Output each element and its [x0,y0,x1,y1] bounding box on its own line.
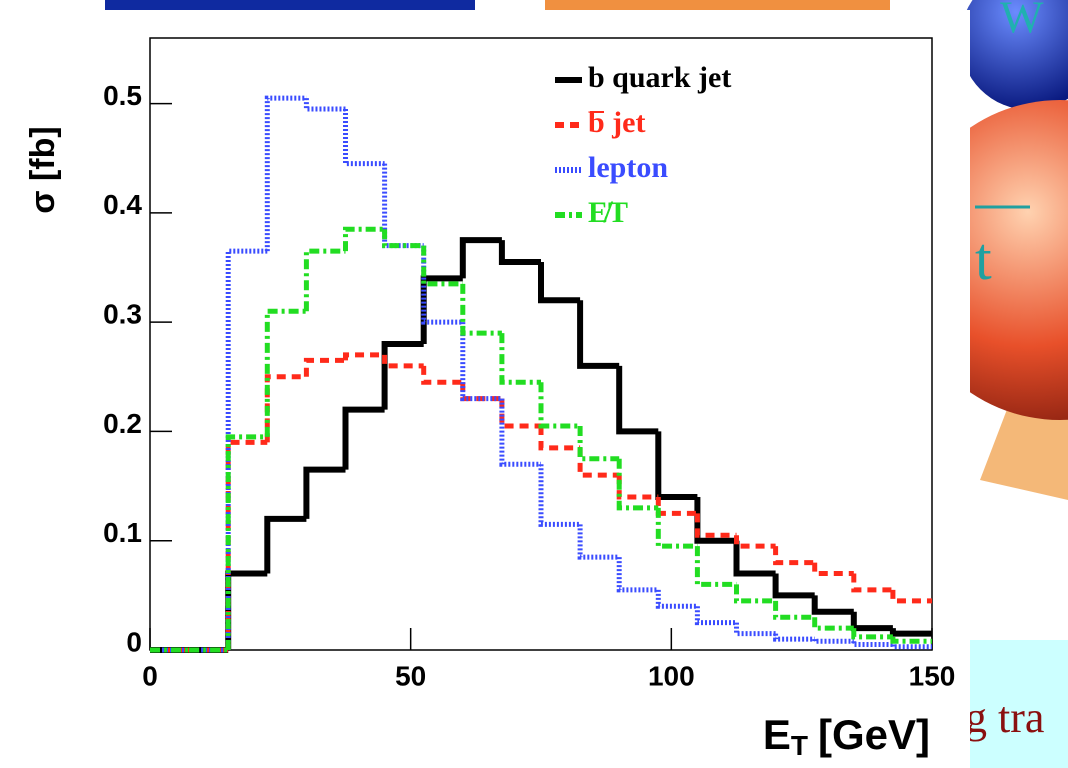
y-axis-label: σ [fb] [24,126,62,213]
histogram-step [889,628,932,637]
x-tick-label: 0 [142,660,158,691]
histogram-step [499,398,541,467]
histogram-step [303,248,346,312]
histogram-step [264,95,307,252]
histogram-step [382,229,424,249]
y-tick-label: 0.2 [103,408,142,439]
legend-label: b jet [588,106,645,139]
histogram-step [343,109,385,167]
y-tick-label: 0.1 [103,517,142,548]
histogram-step [616,365,659,435]
histogram-step [577,524,620,560]
histogram-step [499,333,541,385]
histogram-step [773,633,815,642]
histogram-step [772,573,815,599]
histogram-step [811,595,854,615]
histogram-step [264,515,307,574]
histogram-step [459,237,502,279]
histogram-step [303,98,346,112]
histogram-step [538,382,581,429]
histogram-step [264,308,307,437]
histogram-step [851,628,893,640]
histogram-step [421,245,463,287]
histogram-step [303,357,346,377]
orange-band [545,0,890,12]
histogram-step [616,557,659,593]
histogram-step [499,398,541,429]
histogram-step [342,406,385,470]
w-label: W [1000,0,1044,43]
histogram-step [225,439,268,650]
histogram-step [733,540,776,577]
y-tick-label: 0.5 [103,80,142,111]
histogram-step [343,352,385,361]
histogram-step [577,300,620,369]
y-tick-label: 0.3 [103,299,142,330]
histogram-step [343,226,385,252]
histogram-step [616,458,659,511]
plot-frame [149,37,933,651]
histogram-step [303,466,346,519]
x-tick-label: 100 [648,660,695,691]
x-tick-label: 50 [395,660,426,691]
histogram-step [734,584,776,604]
blue-sphere [960,0,1068,110]
histogram-step [577,447,620,478]
histogram-step [538,262,581,304]
histogram-step [812,562,854,576]
histogram-step [890,644,932,650]
x-label-main: E [763,711,791,758]
blue-band [105,0,475,10]
histogram-step [890,636,932,644]
histogram-step [773,600,815,620]
t-label: t [975,226,992,292]
legend-label: b quark jet [588,61,731,94]
histogram-step [655,507,698,549]
x-axis-label: ET [GeV] [763,711,930,761]
figure-background [0,10,970,768]
legend-label: E̸T [588,196,628,229]
histogram-step [421,365,463,385]
histogram-step [694,546,737,587]
histogram-step [498,240,541,266]
histogram-step [851,641,893,648]
x-label-unit: [GeV] [818,711,930,758]
histogram-step [694,606,737,626]
histogram-step [655,589,698,609]
histogram-step [851,573,893,593]
histogram-step [734,622,776,637]
histogram-step [812,617,854,631]
histogram-step [460,322,502,402]
histogram-step [694,497,737,544]
x-label-sub: T [791,730,808,761]
histogram-step [890,589,932,604]
histogram-step [382,354,424,369]
legend-label: lepton [588,151,668,184]
histogram-step [734,535,776,549]
histogram-step [694,513,737,538]
histogram-step [538,464,581,527]
histogram-step [460,283,502,336]
y-tick-label: 0.4 [103,189,142,220]
histogram-step [773,546,815,566]
x-tick-label: 150 [909,660,956,691]
histogram-step [538,425,581,451]
histogram-step [381,341,424,410]
histogram-step [577,425,620,462]
y-tick-label: 0 [126,626,142,657]
histogram-step [812,638,854,644]
partial-text: g tra [965,693,1044,742]
histogram-step [225,434,268,650]
